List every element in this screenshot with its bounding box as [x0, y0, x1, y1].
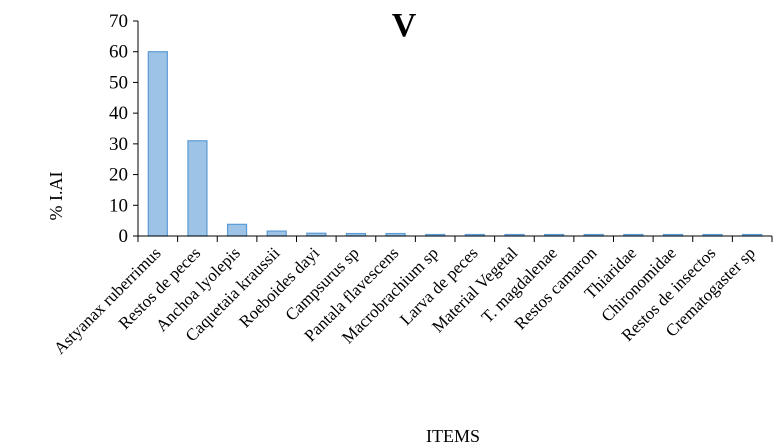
y-tick-label: 60 — [109, 42, 128, 63]
chart-title: V — [392, 7, 417, 44]
bar — [147, 51, 168, 237]
x-axis-title: ITEMS — [426, 426, 480, 446]
y-tick-label: 30 — [109, 134, 128, 155]
y-axis-ticks: 0 10 20 30 40 50 60 70 — [109, 11, 138, 247]
y-tick-label: 10 — [109, 195, 128, 216]
y-axis-title: % I.AI — [46, 172, 66, 221]
y-tick-label: 70 — [109, 11, 128, 32]
y-tick-label: 20 — [109, 165, 128, 186]
x-axis-ticks — [137, 236, 773, 242]
bars — [147, 51, 763, 237]
y-tick-label: 40 — [109, 103, 128, 124]
bar — [226, 223, 248, 237]
y-tick-label: 0 — [119, 226, 129, 247]
bar — [266, 230, 287, 237]
y-tick-label: 50 — [109, 72, 128, 93]
bar — [187, 140, 208, 237]
